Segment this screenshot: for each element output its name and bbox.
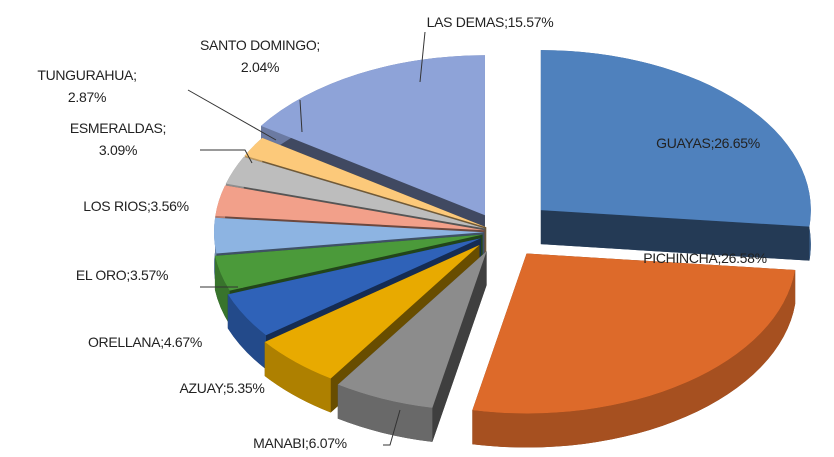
- data-label: TUNGURAHUA; 2.87%: [37, 67, 137, 105]
- leader-line: [383, 409, 401, 446]
- data-label: ORELLANA;4.67%: [87, 334, 203, 350]
- data-label: GUAYAS;26.65%: [656, 135, 760, 151]
- slice-top: [214, 234, 483, 291]
- slice-edge: [227, 294, 266, 370]
- slice: [540, 50, 811, 261]
- data-label: MANABI;6.07%: [253, 435, 347, 451]
- slice-edge: [337, 384, 433, 442]
- data-label: EL ORO;3.57%: [75, 267, 169, 283]
- leader-line: [200, 149, 253, 164]
- data-label: ESMERALDAS; 3.09%: [69, 120, 167, 158]
- slice-top: [540, 50, 811, 227]
- slice-top: [264, 244, 480, 379]
- slice-edge: [264, 341, 331, 413]
- data-label: LOS RIOS;3.56%: [83, 198, 189, 214]
- slice-top: [337, 251, 487, 408]
- data-label: AZUAY;5.35%: [179, 380, 265, 396]
- data-label: LAS DEMAS;15.57%: [426, 14, 554, 30]
- leader-line: [187, 89, 277, 141]
- slice-edge: [472, 270, 796, 448]
- slice-top: [225, 156, 486, 229]
- slice-top: [244, 137, 487, 228]
- slice-top: [227, 238, 481, 336]
- slice-top: [261, 55, 485, 216]
- slice-edge: [214, 255, 230, 325]
- slice-top: [472, 253, 796, 414]
- slice: [472, 253, 796, 448]
- leader-line: [299, 99, 303, 133]
- slice-top: [214, 217, 485, 254]
- slice-side: [432, 251, 487, 442]
- data-label: SANTO DOMINGO; 2.04%: [200, 37, 320, 75]
- data-label: PICHINCHA;26.58%: [643, 250, 767, 266]
- slice: [337, 251, 487, 442]
- leader-line: [419, 31, 426, 83]
- slice-top: [215, 185, 485, 231]
- slice-side: [540, 210, 810, 261]
